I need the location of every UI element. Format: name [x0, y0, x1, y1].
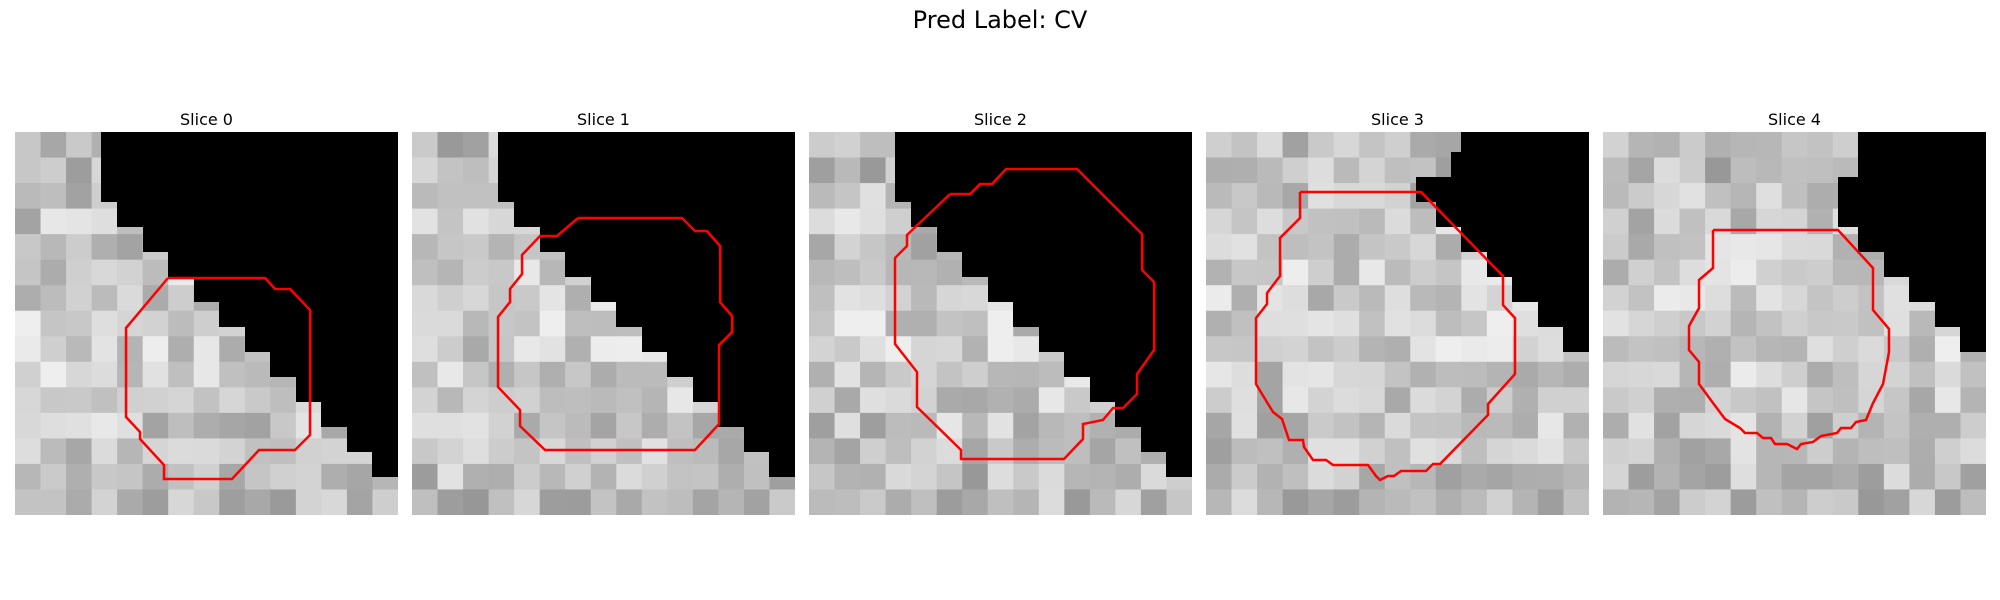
slice-panel-4: Slice 4 — [1603, 108, 1986, 515]
tumor-contour — [1687, 228, 1891, 451]
slice-title-2: Slice 2 — [974, 110, 1027, 129]
dark-region — [895, 132, 1192, 477]
slice-image-1 — [412, 132, 795, 515]
figure-title: Pred Label: CV — [912, 6, 1088, 34]
dark-region — [498, 132, 795, 477]
tumor-contour — [893, 167, 1156, 461]
slice-title-1: Slice 1 — [577, 110, 630, 129]
dark-region — [101, 132, 398, 477]
slice-title-4: Slice 4 — [1768, 110, 1821, 129]
slice-image-4 — [1603, 132, 1986, 515]
slice-panel-0: Slice 0 — [15, 108, 398, 515]
tumor-contour — [496, 216, 734, 452]
tumor-contour — [124, 276, 312, 481]
slice-title-0: Slice 0 — [180, 110, 233, 129]
slice-panel-2: Slice 2 — [809, 108, 1192, 515]
slice-image-3 — [1206, 132, 1589, 515]
tumor-contour — [1254, 190, 1517, 482]
dark-region — [1416, 132, 1589, 352]
dark-region — [1838, 132, 1986, 352]
slice-panel-1: Slice 1 — [412, 108, 795, 515]
slice-title-3: Slice 3 — [1371, 110, 1424, 129]
slice-image-2 — [809, 132, 1192, 515]
slice-panel-3: Slice 3 — [1206, 108, 1589, 515]
slice-image-0 — [15, 132, 398, 515]
